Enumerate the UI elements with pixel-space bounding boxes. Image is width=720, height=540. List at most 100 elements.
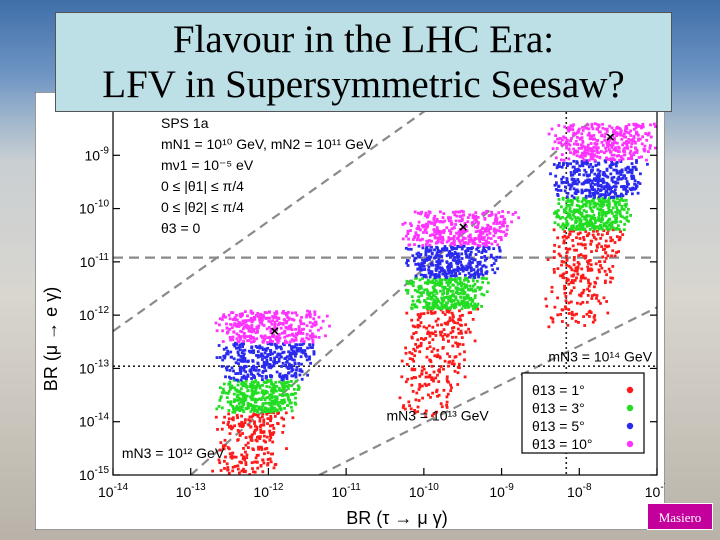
scatter-point bbox=[458, 314, 462, 318]
scatter-point bbox=[590, 222, 593, 226]
scatter-point bbox=[613, 254, 617, 258]
scatter-point bbox=[599, 237, 603, 240]
scatter-point bbox=[570, 289, 573, 293]
scatter-point bbox=[242, 396, 246, 400]
scatter-point bbox=[408, 243, 412, 247]
scatter-point bbox=[248, 385, 252, 389]
scatter-point bbox=[476, 307, 480, 311]
scatter-point bbox=[585, 181, 588, 184]
scatter-point bbox=[416, 345, 419, 349]
scatter-point bbox=[223, 356, 227, 360]
scatter-point bbox=[255, 314, 258, 317]
scatter-point bbox=[480, 292, 484, 296]
scatter-point bbox=[654, 125, 657, 128]
scatter-point bbox=[314, 335, 317, 339]
scatter-point bbox=[587, 267, 590, 271]
scatter-point bbox=[418, 385, 422, 389]
scatter-point bbox=[455, 214, 459, 218]
scatter-point bbox=[560, 263, 563, 267]
scatter-point bbox=[452, 319, 455, 323]
scatter-point bbox=[569, 266, 573, 270]
scatter-point bbox=[601, 227, 604, 231]
scatter-point bbox=[259, 354, 263, 358]
scatter-point bbox=[451, 304, 454, 308]
scatter-point bbox=[294, 392, 297, 395]
scatter-point bbox=[421, 246, 425, 250]
scatter-point bbox=[482, 238, 485, 241]
scatter-point bbox=[583, 181, 586, 184]
diagonal-band-line bbox=[189, 122, 589, 475]
scatter-point bbox=[572, 196, 576, 200]
scatter-point bbox=[299, 322, 303, 325]
y-tick-label: 10-10 bbox=[79, 199, 109, 217]
scatter-point bbox=[421, 396, 424, 400]
scatter-point bbox=[567, 264, 571, 268]
scatter-point bbox=[272, 431, 276, 434]
scatter-band-theta13-3deg bbox=[215, 378, 301, 414]
scatter-point bbox=[616, 177, 620, 181]
scatter-point bbox=[574, 219, 578, 223]
scatter-point bbox=[226, 400, 230, 404]
scatter-point bbox=[489, 214, 493, 217]
scatter-point bbox=[558, 162, 561, 165]
scatter-point bbox=[474, 289, 477, 293]
scatter-point bbox=[600, 134, 603, 138]
scatter-point bbox=[273, 325, 277, 329]
scatter-point bbox=[592, 213, 596, 217]
scatter-point bbox=[598, 170, 602, 173]
scatter-point bbox=[561, 216, 564, 219]
scatter-point bbox=[272, 466, 276, 470]
scatter-point bbox=[262, 461, 266, 465]
scatter-point bbox=[618, 203, 621, 207]
scatter-point bbox=[286, 394, 290, 398]
scatter-point bbox=[611, 141, 614, 145]
scatter-point bbox=[639, 172, 642, 176]
scatter-point bbox=[645, 138, 649, 142]
scatter-point bbox=[618, 209, 622, 213]
scatter-point bbox=[588, 194, 591, 198]
scatter-point bbox=[585, 200, 589, 204]
scatter-point bbox=[423, 288, 426, 292]
scatter-point bbox=[261, 402, 265, 405]
scatter-point bbox=[436, 262, 440, 265]
scatter-point bbox=[291, 416, 295, 420]
scatter-point bbox=[455, 231, 459, 235]
scatter-point bbox=[416, 323, 420, 327]
scatter-point bbox=[256, 353, 260, 357]
scatter-point bbox=[610, 146, 614, 149]
scatter-point bbox=[547, 325, 551, 329]
scatter-point bbox=[255, 354, 258, 357]
scatter-point bbox=[637, 139, 640, 142]
scatter-point bbox=[627, 123, 631, 127]
scatter-point bbox=[445, 240, 449, 244]
scatter-point bbox=[445, 310, 449, 313]
scatter-point bbox=[460, 245, 463, 249]
scatter-point bbox=[275, 326, 279, 330]
scatter-point bbox=[576, 178, 580, 181]
scatter-point bbox=[578, 173, 581, 176]
scatter-point bbox=[553, 270, 556, 274]
scatter-point bbox=[624, 127, 627, 131]
scatter-point bbox=[233, 465, 237, 468]
scatter-point bbox=[259, 425, 262, 428]
scatter-point bbox=[217, 458, 221, 462]
scatter-point bbox=[630, 142, 634, 145]
scatter-point bbox=[242, 467, 245, 471]
scatter-point bbox=[256, 381, 259, 384]
scatter-point bbox=[476, 279, 479, 283]
scatter-point bbox=[563, 234, 567, 238]
scatter-point bbox=[245, 456, 249, 460]
scatter-point bbox=[643, 144, 647, 148]
scatter-point bbox=[226, 352, 230, 356]
scatter-point bbox=[433, 304, 437, 308]
scatter-point bbox=[250, 408, 254, 411]
scatter-point bbox=[576, 130, 580, 134]
scatter-point bbox=[437, 393, 441, 397]
scatter-point bbox=[590, 239, 594, 243]
scatter-point bbox=[594, 219, 597, 223]
scatter-point bbox=[585, 234, 589, 238]
scatter-point bbox=[219, 395, 223, 399]
scatter-point bbox=[454, 210, 458, 214]
scatter-point bbox=[430, 263, 434, 267]
scatter-point bbox=[465, 277, 469, 280]
